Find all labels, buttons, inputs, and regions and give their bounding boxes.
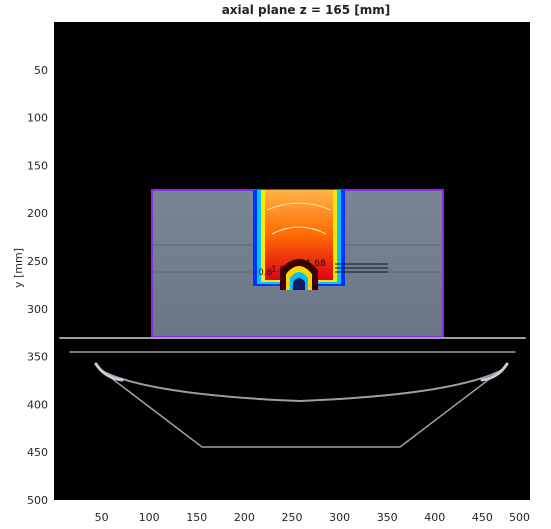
x-tick-label: 400 bbox=[424, 511, 445, 524]
y-tick-label: 250 bbox=[27, 255, 48, 268]
contour-label: 81.68 bbox=[300, 259, 326, 269]
x-tick-label: 50 bbox=[95, 511, 109, 524]
x-tick-label: 250 bbox=[282, 511, 303, 524]
treatment-couch bbox=[59, 337, 526, 448]
x-tick-label: 100 bbox=[139, 511, 160, 524]
y-axis-label: y [mm] bbox=[12, 248, 25, 288]
x-tick-label: 350 bbox=[377, 511, 398, 524]
y-tick-label: 500 bbox=[27, 494, 48, 507]
y-tick-label: 450 bbox=[27, 446, 48, 459]
contour-label: 1.6 bbox=[271, 265, 286, 275]
overlapping-contour-labels bbox=[335, 263, 388, 273]
contour-label: 0.6 bbox=[258, 268, 273, 278]
y-tick-label: 150 bbox=[27, 159, 48, 172]
plot-title: axial plane z = 165 [mm] bbox=[222, 3, 391, 17]
y-tick-label: 100 bbox=[27, 112, 48, 125]
x-tick-label: 500 bbox=[509, 511, 530, 524]
y-tick-label: 400 bbox=[27, 398, 48, 411]
y-tick-label: 200 bbox=[27, 207, 48, 220]
y-tick-label: 300 bbox=[27, 303, 48, 316]
x-tick-label: 300 bbox=[329, 511, 350, 524]
x-tick-label: 150 bbox=[186, 511, 207, 524]
y-tick-label: 350 bbox=[27, 351, 48, 364]
x-tick-label: 450 bbox=[472, 511, 493, 524]
dose-distribution bbox=[253, 190, 345, 290]
axes: 50 100 150 200 250 300 350 400 450 500 50 100 150 200… bbox=[27, 64, 530, 524]
y-tick-label: 50 bbox=[34, 64, 48, 77]
x-tick-label: 200 bbox=[234, 511, 255, 524]
